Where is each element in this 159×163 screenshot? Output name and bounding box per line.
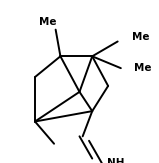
Text: Me: Me: [132, 32, 149, 42]
Text: Me: Me: [134, 63, 151, 73]
Text: Me: Me: [39, 17, 56, 27]
Text: NH: NH: [107, 158, 124, 163]
